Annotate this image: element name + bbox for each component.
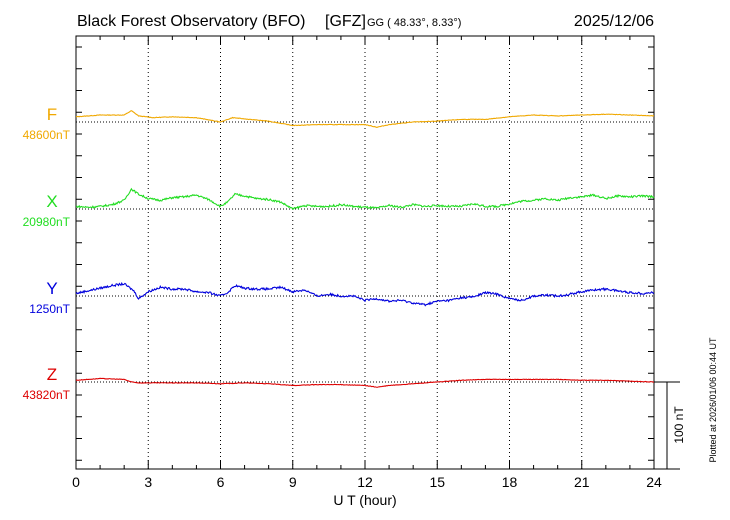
x-tick-label-24: 24 [646,474,662,490]
plotted-timestamp: Plotted at 2026/01/06 00:44 UT [708,337,718,463]
x-tick-label-15: 15 [429,474,445,490]
baseline-label-y: 1250nT [29,302,70,316]
x-tick-label-9: 9 [289,474,297,490]
series-label-x: X [46,192,57,211]
x-axis-label: U T (hour) [333,492,396,508]
x-tick-label-21: 21 [574,474,590,490]
series-line-z [75,377,655,388]
scale-bar-label: 100 nT [672,406,686,444]
x-tick-label-12: 12 [357,474,373,490]
x-tick-label-6: 6 [217,474,225,490]
baseline-label-x: 20980nT [23,215,71,229]
x-tick-label-0: 0 [72,474,80,490]
x-tick-label-3: 3 [144,474,152,490]
x-tick-label-18: 18 [502,474,518,490]
observatory-title: Black Forest Observatory (BFO) [77,13,306,30]
series-line-y [75,281,655,307]
chart-date: 2025/12/06 [574,13,654,30]
plot-area: 0 3 6 9 12 15 18 21 24 F 48600nT X 20980nT Y 1250nT Z 43… [23,35,680,490]
series-label-f: F [47,105,57,124]
baseline-label-z: 43820nT [23,388,71,402]
series-label-z: Z [47,365,57,384]
institute-label: [GFZ] [325,13,366,30]
series-line-x [75,187,655,211]
series-line-f [75,110,655,128]
series-label-y: Y [46,279,57,298]
baseline-label-f: 48600nT [23,128,71,142]
coordinates-label: GG ( 48.33°, 8.33°) [367,17,461,29]
